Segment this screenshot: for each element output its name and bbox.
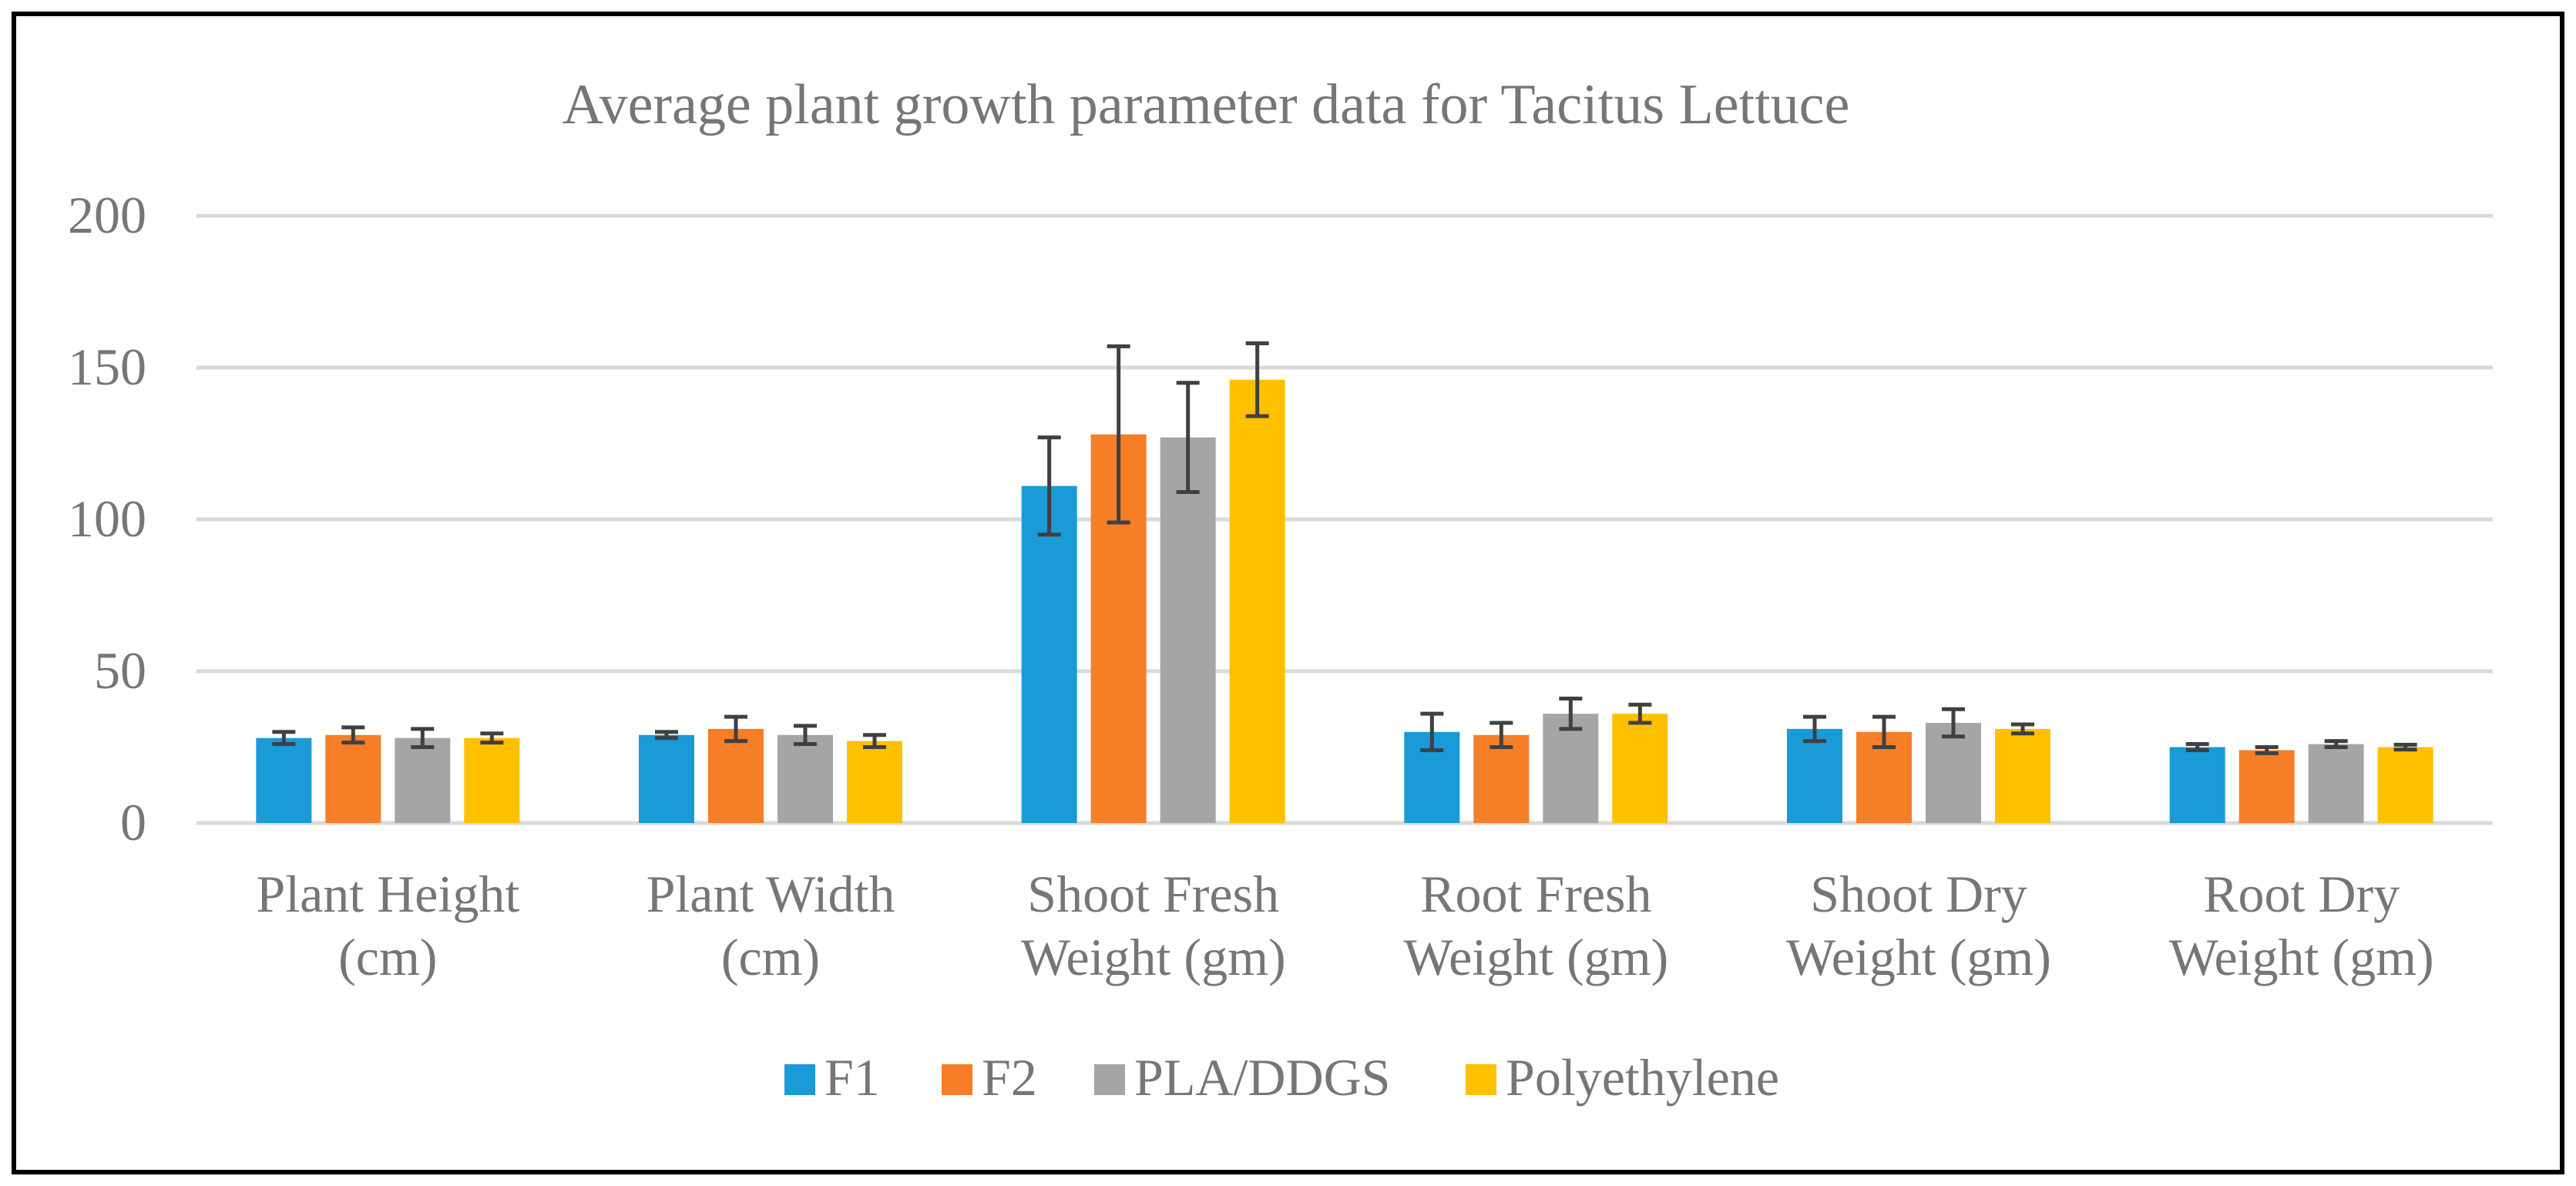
y-tick-label-100: 100	[68, 489, 146, 548]
legend-label-2: PLA/DDGS	[1134, 1048, 1391, 1107]
bar-f1-2	[1021, 485, 1077, 823]
x-tick-label-1-0: Plant Width	[647, 865, 895, 923]
legend-label-1: F2	[982, 1048, 1037, 1107]
x-tick-label-3-1: Weight (gm)	[1403, 928, 1668, 986]
legend-swatch-2	[1094, 1064, 1125, 1095]
error-bar-f1-2	[1037, 435, 1061, 537]
error-bar-f1-0	[272, 730, 296, 747]
bar-polyethylene-5	[2377, 747, 2433, 823]
x-tick-label-0-0: Plant Height	[256, 865, 519, 923]
x-tick-label-5-1: Weight (gm)	[2169, 928, 2434, 986]
bar-pla-ddgs-4	[1926, 722, 1981, 823]
chart-title: Average plant growth parameter data for …	[563, 73, 1850, 136]
legend-label-0: F1	[825, 1048, 880, 1107]
error-bar-polyethylene-4	[2011, 722, 2034, 736]
x-axis-labels: Plant Height(cm)Plant Width(cm)Shoot Fre…	[256, 865, 2433, 986]
bar-f1-0	[256, 737, 312, 823]
legend-item-polyethylene: Polyethylene	[1466, 1048, 1779, 1107]
bar-pla-ddgs-0	[395, 737, 451, 823]
error-bar-polyethylene-1	[863, 733, 886, 749]
error-bar-f2-0	[341, 725, 365, 745]
y-tick-label-50: 50	[94, 641, 146, 700]
error-bar-pla-ddgs-3	[1559, 696, 1583, 731]
y-tick-label-0: 0	[120, 793, 146, 852]
bar-f2-1	[708, 728, 764, 823]
bar-pla-ddgs-1	[778, 734, 833, 823]
x-tick-label-4-1: Weight (gm)	[1786, 928, 2051, 986]
legend-swatch-1	[942, 1064, 972, 1095]
legend-item-f1: F1	[784, 1048, 880, 1107]
error-bar-f1-4	[1803, 714, 1826, 744]
legend: F1 F2 PLA/DDGS Polyethylene	[784, 1048, 1779, 1107]
legend-swatch-3	[1466, 1064, 1496, 1095]
error-bars	[272, 341, 2417, 755]
bar-f2-0	[325, 734, 381, 823]
bar-polyethylene-1	[847, 741, 902, 823]
legend-item-f2: F2	[942, 1048, 1037, 1107]
bar-pla-ddgs-3	[1543, 714, 1599, 823]
legend-swatch-0	[784, 1064, 815, 1095]
x-tick-label-2-1: Weight (gm)	[1021, 928, 1286, 986]
bar-f1-5	[2169, 747, 2225, 823]
error-bar-f1-1	[655, 730, 678, 741]
error-bar-polyethylene-3	[1628, 702, 1652, 725]
error-bar-pla-ddgs-2	[1176, 381, 1200, 495]
bar-polyethylene-2	[1229, 379, 1285, 823]
bar-f2-3	[1473, 734, 1530, 823]
error-bar-polyethylene-0	[480, 731, 504, 745]
error-bar-pla-ddgs-4	[1942, 707, 1965, 739]
bar-f1-1	[639, 734, 694, 823]
error-bar-pla-ddgs-1	[794, 724, 817, 747]
error-bar-f1-3	[1420, 711, 1444, 752]
error-bar-f2-5	[2255, 745, 2279, 755]
error-bar-polyethylene-2	[1245, 341, 1269, 418]
y-axis-ticks: 0 50 100 150 200	[68, 186, 146, 852]
x-tick-label-1-1: (cm)	[721, 928, 820, 986]
error-bar-f2-2	[1107, 344, 1130, 525]
gridlines	[196, 213, 2493, 825]
bars	[256, 379, 2433, 823]
x-tick-label-3-0: Root Fresh	[1420, 865, 1651, 923]
error-bar-f2-1	[724, 714, 747, 744]
bar-pla-ddgs-2	[1160, 437, 1216, 823]
bar-polyethylene-4	[1995, 728, 2050, 823]
legend-label-3: Polyethylene	[1506, 1048, 1779, 1107]
error-bar-f1-5	[2185, 742, 2209, 752]
bar-f2-5	[2238, 750, 2295, 823]
chart-border	[12, 12, 2564, 1174]
error-bar-f2-3	[1490, 721, 1513, 749]
error-bar-pla-ddgs-0	[411, 727, 435, 749]
legend-item-pla-ddgs: PLA/DDGS	[1094, 1048, 1391, 1107]
bar-f1-4	[1787, 728, 1842, 823]
x-tick-label-2-0: Shoot Fresh	[1027, 865, 1279, 923]
bar-pla-ddgs-5	[2308, 744, 2364, 823]
x-tick-label-5-0: Root Dry	[2203, 865, 2400, 923]
bar-polyethylene-3	[1612, 714, 1668, 823]
x-tick-label-0-1: (cm)	[338, 928, 437, 986]
error-bar-polyethylene-5	[2393, 742, 2417, 752]
bar-polyethylene-0	[464, 737, 520, 823]
x-tick-label-4-0: Shoot Dry	[1810, 865, 2027, 923]
error-bar-pla-ddgs-5	[2324, 739, 2348, 749]
y-tick-label-200: 200	[68, 186, 146, 244]
y-tick-label-150: 150	[68, 338, 146, 396]
error-bar-f2-4	[1872, 714, 1896, 749]
